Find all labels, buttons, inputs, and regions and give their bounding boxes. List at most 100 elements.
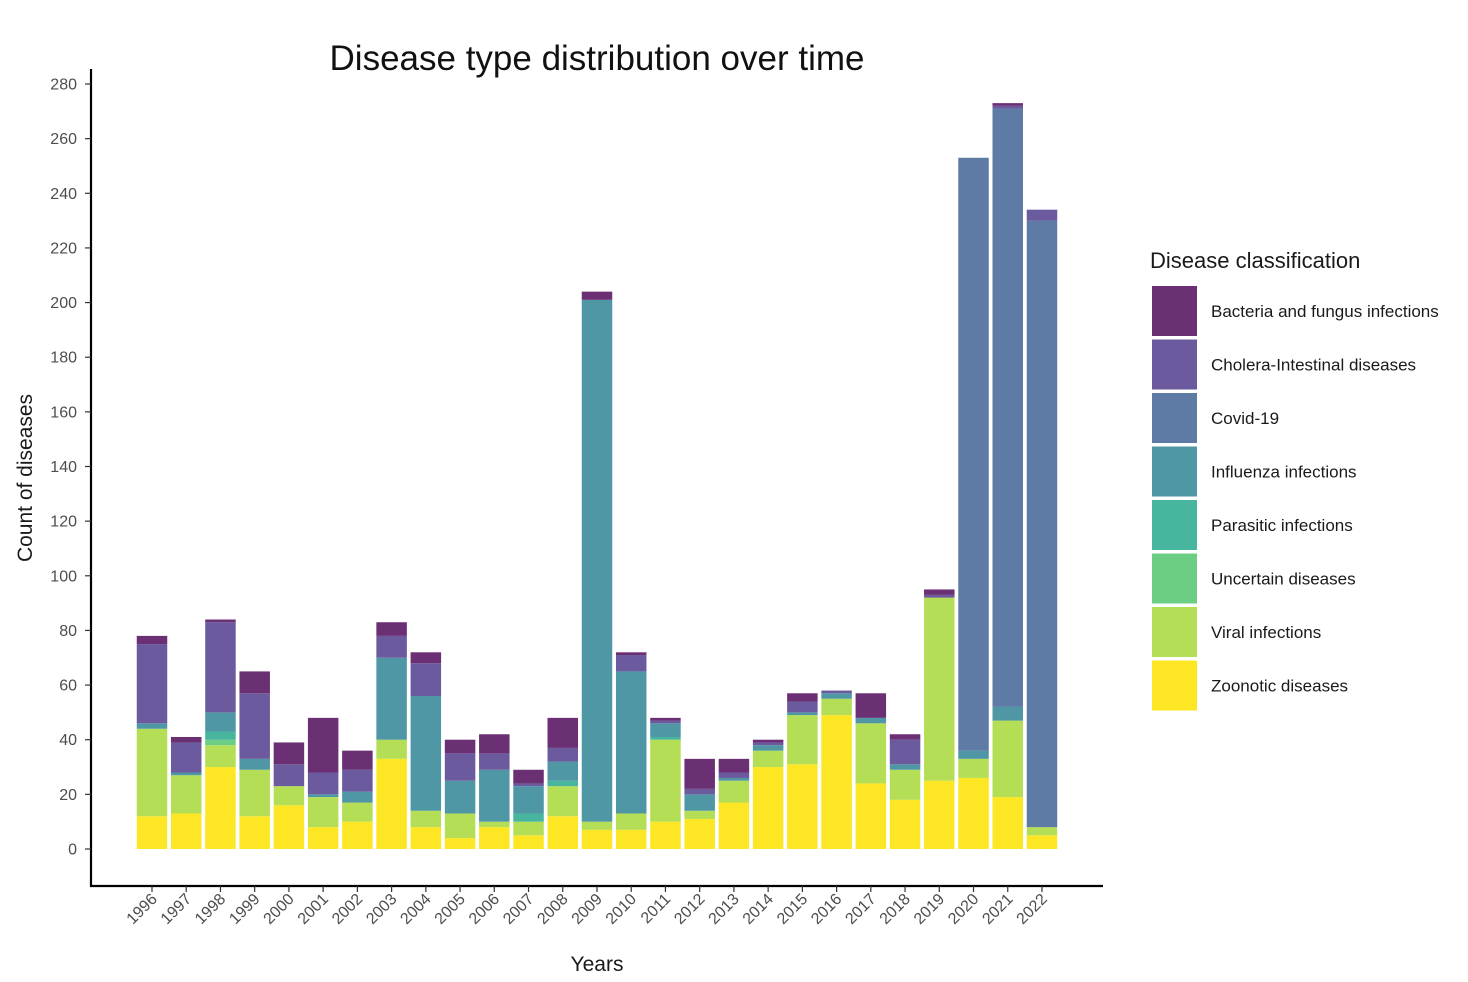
bar-2012-zoonotic-diseases — [684, 818, 715, 849]
bar-1996-influenza-infections — [136, 723, 168, 729]
bar-1996-bacteria-and-fungus-infections — [136, 635, 168, 645]
legend-label-cholera-intestinal-diseases: Cholera-Intestinal diseases — [1211, 356, 1416, 375]
bar-2021-zoonotic-diseases — [992, 797, 1023, 849]
bar-2000-viral-infections — [273, 786, 305, 806]
bar-1997-cholera-intestinal-diseases — [170, 742, 202, 773]
x-tick-label-1996: 1996 — [124, 891, 161, 928]
x-tick-label-2020: 2020 — [945, 891, 982, 928]
bar-2012-bacteria-and-fungus-infections — [684, 758, 715, 789]
legend-label-bacteria-and-fungus-infections: Bacteria and fungus infections — [1211, 302, 1439, 321]
y-tick-label-40: 40 — [59, 732, 77, 749]
bar-2020-influenza-infections — [958, 750, 989, 759]
x-tick-label-2005: 2005 — [432, 891, 469, 928]
bar-1997-viral-infections — [170, 775, 202, 814]
bar-2009-bacteria-and-fungus-infections — [581, 291, 613, 300]
bar-2001-cholera-intestinal-diseases — [307, 772, 339, 795]
bar-1998-parasitic-infections — [205, 731, 236, 740]
bar-2008-cholera-intestinal-diseases — [547, 747, 579, 762]
bar-2002-zoonotic-diseases — [342, 821, 373, 849]
bar-2004-cholera-intestinal-diseases — [410, 663, 442, 696]
bar-2014-bacteria-and-fungus-infections — [752, 739, 784, 743]
x-tick-label-2010: 2010 — [603, 891, 640, 928]
legend-key-covid-19 — [1152, 393, 1197, 443]
bar-2015-influenza-infections — [787, 712, 818, 716]
bar-2003-bacteria-and-fungus-infections — [376, 622, 407, 636]
bar-1999-zoonotic-diseases — [239, 816, 270, 849]
bar-2000-cholera-intestinal-diseases — [273, 764, 305, 787]
bar-1997-zoonotic-diseases — [170, 813, 202, 849]
bar-2006-cholera-intestinal-diseases — [479, 753, 510, 770]
bar-2011-bacteria-and-fungus-infections — [650, 717, 681, 721]
bar-2006-viral-infections — [479, 821, 510, 828]
bar-2013-influenza-infections — [718, 777, 750, 781]
bar-2017-zoonotic-diseases — [855, 783, 887, 849]
bar-2018-influenza-infections — [889, 764, 921, 770]
bar-2020-zoonotic-diseases — [958, 777, 989, 849]
x-tick-label-1998: 1998 — [192, 891, 229, 928]
bar-2005-influenza-infections — [444, 780, 476, 814]
x-tick-label-2018: 2018 — [877, 891, 914, 928]
x-tick-label-2009: 2009 — [569, 891, 606, 928]
plot-area: 0 20 40 60 80 100 120 140 160 180 200 220 240 260 280 1… — [50, 69, 1103, 928]
bar-2001-zoonotic-diseases — [307, 827, 339, 849]
bar-1999-influenza-infections — [239, 758, 270, 770]
bar-2002-influenza-infections — [342, 791, 373, 803]
bar-2010-zoonotic-diseases — [615, 829, 647, 850]
bar-2001-bacteria-and-fungus-infections — [307, 717, 339, 773]
bar-2017-viral-infections — [855, 723, 887, 784]
bar-2013-viral-infections — [718, 780, 750, 803]
bar-1998-viral-infections — [205, 745, 236, 768]
bar-2008-influenza-infections — [547, 761, 579, 781]
bar-2011-viral-infections — [650, 739, 681, 822]
bar-2014-zoonotic-diseases — [752, 767, 784, 849]
x-tick-label-2007: 2007 — [500, 891, 537, 928]
bar-2019-bacteria-and-fungus-infections — [924, 589, 955, 595]
bar-2017-influenza-infections — [855, 717, 887, 724]
bar-2013-bacteria-and-fungus-infections — [718, 758, 750, 773]
bar-1997-influenza-infections — [170, 772, 202, 776]
bar-2004-viral-infections — [410, 810, 442, 828]
bar-2005-zoonotic-diseases — [444, 838, 476, 849]
legend: Disease classification Bacteria and fung… — [1150, 248, 1439, 711]
bar-2022-cholera-intestinal-diseases — [1026, 209, 1058, 221]
legend-key-influenza-infections — [1152, 446, 1197, 497]
bar-2022-covid-19 — [1026, 220, 1058, 828]
bar-2003-cholera-intestinal-diseases — [376, 635, 407, 658]
bar-2014-influenza-infections — [752, 745, 784, 751]
x-tick-label-2021: 2021 — [979, 891, 1016, 928]
bar-2018-cholera-intestinal-diseases — [889, 739, 921, 765]
bar-2016-viral-infections — [821, 698, 852, 716]
bar-2019-viral-infections — [924, 597, 955, 781]
bar-2014-cholera-intestinal-diseases — [752, 742, 784, 746]
bar-1999-cholera-intestinal-diseases — [239, 693, 270, 759]
bar-2013-zoonotic-diseases — [718, 802, 750, 849]
bar-2011-parasitic-infections — [650, 736, 681, 740]
bar-2006-bacteria-and-fungus-infections — [479, 734, 510, 754]
bar-2015-cholera-intestinal-diseases — [787, 701, 818, 713]
bar-2021-covid-19 — [992, 108, 1023, 707]
chart-title: Disease type distribution over time — [330, 39, 865, 78]
bar-2015-bacteria-and-fungus-infections — [787, 693, 818, 702]
y-tick-label-120: 120 — [50, 514, 77, 531]
y-tick-label-0: 0 — [68, 842, 77, 859]
bar-2007-bacteria-and-fungus-infections — [513, 769, 544, 784]
legend-key-viral-infections — [1152, 607, 1197, 657]
legend-label-viral-infections: Viral infections — [1211, 623, 1321, 642]
bar-1999-bacteria-and-fungus-infections — [239, 671, 270, 694]
bar-2011-zoonotic-diseases — [650, 821, 681, 849]
bar-2003-influenza-infections — [376, 657, 407, 740]
legend-label-influenza-infections: Influenza infections — [1211, 463, 1357, 482]
y-tick-label-260: 260 — [50, 131, 77, 148]
bar-2016-zoonotic-diseases — [821, 715, 852, 850]
x-tick-label-2004: 2004 — [397, 891, 434, 928]
bar-2021-cholera-intestinal-diseases — [992, 105, 1023, 109]
x-tick-label-2001: 2001 — [295, 891, 332, 928]
x-axis-title: Years — [571, 953, 624, 976]
legend-key-cholera-intestinal-diseases — [1152, 339, 1197, 390]
bar-1996-cholera-intestinal-diseases — [136, 644, 168, 724]
bar-2008-viral-infections — [547, 786, 579, 817]
bar-2021-influenza-infections — [992, 706, 1023, 721]
bar-2005-viral-infections — [444, 813, 476, 839]
x-tick-label-2016: 2016 — [808, 891, 845, 928]
